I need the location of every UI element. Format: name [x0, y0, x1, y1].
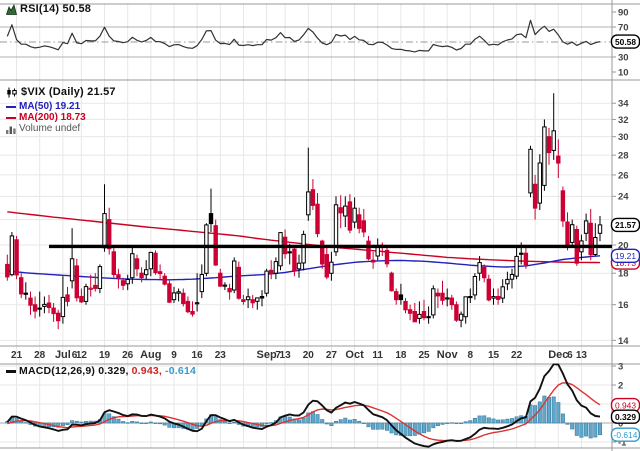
- axis-tick-label: 70: [618, 22, 629, 33]
- candlestick-series: [5, 93, 603, 330]
- x-axis-label: 8: [468, 350, 474, 361]
- x-axis-label: 16: [192, 350, 204, 361]
- x-axis-label: 13: [576, 350, 588, 361]
- x-axis-label: 20: [303, 350, 315, 361]
- axis-tick-label: 26: [618, 170, 629, 181]
- macd-signal-value: 0.943,: [131, 365, 163, 377]
- volume-label: Volume undef: [19, 123, 81, 134]
- axis-tick-label: 14: [618, 336, 629, 347]
- x-axis-label: Dec: [548, 349, 568, 361]
- x-axis-label: Jul: [55, 349, 71, 361]
- axis-tick-label: 28: [618, 151, 629, 162]
- x-axis-label: 26: [122, 350, 134, 361]
- volume-bars-icon: [6, 126, 16, 134]
- x-axis-label: Aug: [140, 349, 161, 361]
- ma50-dash-icon: [6, 105, 16, 109]
- price-value-badge: 21.57: [610, 217, 640, 233]
- axis-tick-label: 2: [618, 380, 623, 391]
- svg-text:0.329: 0.329: [615, 412, 636, 422]
- symbol-label: $VIX (Daily) 21.57: [21, 86, 116, 98]
- macd-value-badge: 0.329: [610, 409, 640, 424]
- rsi-value-badge: 50.58: [610, 34, 640, 49]
- macd-hist-value: -0.614: [165, 365, 197, 377]
- x-axis-label: 9: [171, 350, 177, 361]
- ma200-label: MA(200) 18.73: [19, 112, 86, 123]
- x-axis-label: 27: [326, 350, 338, 361]
- rsi-legend: RSI(14) 50.58: [6, 4, 91, 15]
- x-axis-label: 15: [488, 350, 500, 361]
- axis-tick-label: -1: [618, 437, 627, 448]
- x-axis-label: Oct: [345, 349, 364, 361]
- x-axis-label: 25: [418, 350, 430, 361]
- svg-text:50.58: 50.58: [615, 37, 636, 47]
- axis-tick-label: 18: [618, 269, 629, 280]
- axis-tick-label: 16: [618, 300, 629, 311]
- axis-tick-label: 30: [618, 52, 629, 63]
- x-axis-label: 19: [99, 350, 111, 361]
- macd-value-badge: -0.614: [610, 427, 640, 442]
- candlestick-icon: [7, 87, 17, 98]
- x-axis-label: 6: [567, 350, 573, 361]
- axis-tick-label: 20: [618, 241, 629, 252]
- price-value-badge: 19.21: [610, 248, 640, 263]
- rsi-label: RSI(14) 50.58: [20, 3, 92, 15]
- ma200-legend: MA(200) 18.73: [6, 113, 86, 123]
- macd-legend: MACD(12,26,9) 0.329, 0.943, -0.614: [6, 366, 196, 377]
- x-axis-label: 11: [372, 350, 383, 361]
- svg-text:0.943: 0.943: [615, 400, 636, 410]
- ma50-label: MA(50) 19.21: [19, 101, 81, 112]
- ma50-legend: MA(50) 19.21: [6, 102, 80, 112]
- volume-legend: Volume undef: [6, 124, 80, 134]
- rsi-line: [6, 19, 601, 53]
- x-axis-label: 28: [34, 350, 46, 361]
- macd-dash-icon: [6, 369, 16, 373]
- ma200-dash-icon: [6, 116, 16, 120]
- x-axis-label: 7: [275, 350, 281, 361]
- x-axis-label: 6: [72, 350, 78, 361]
- svg-text:-0.614: -0.614: [614, 430, 638, 440]
- macd-line: [6, 363, 601, 448]
- x-axis-label: 21: [11, 350, 23, 361]
- axis-tick-label: 32: [618, 115, 629, 126]
- svg-text:19.21: 19.21: [615, 251, 636, 261]
- macd-signal-line: [7, 382, 601, 442]
- axis-tick-label: 30: [618, 132, 629, 143]
- macd-label: MACD(12,26,9) 0.329,: [19, 365, 129, 377]
- x-axis-label: 22: [511, 350, 523, 361]
- axis-tick-label: 34: [618, 99, 629, 110]
- symbol-legend: $VIX (Daily) 21.57: [6, 87, 116, 98]
- axis-tick-label: 10: [618, 67, 629, 78]
- x-axis-label: Sep: [257, 349, 277, 361]
- x-axis-label: Nov: [437, 349, 459, 361]
- axis-tick-label: 3: [618, 361, 623, 372]
- area-chart-icon: [6, 4, 17, 15]
- x-axis-label: 18: [395, 350, 407, 361]
- x-axis-label: 12: [76, 350, 88, 361]
- x-axis-label: 13: [280, 350, 292, 361]
- axis-tick-label: 90: [618, 7, 629, 18]
- x-axis-label: 23: [215, 350, 227, 361]
- svg-text:21.57: 21.57: [615, 220, 636, 230]
- axis-tick-label: 24: [618, 192, 629, 203]
